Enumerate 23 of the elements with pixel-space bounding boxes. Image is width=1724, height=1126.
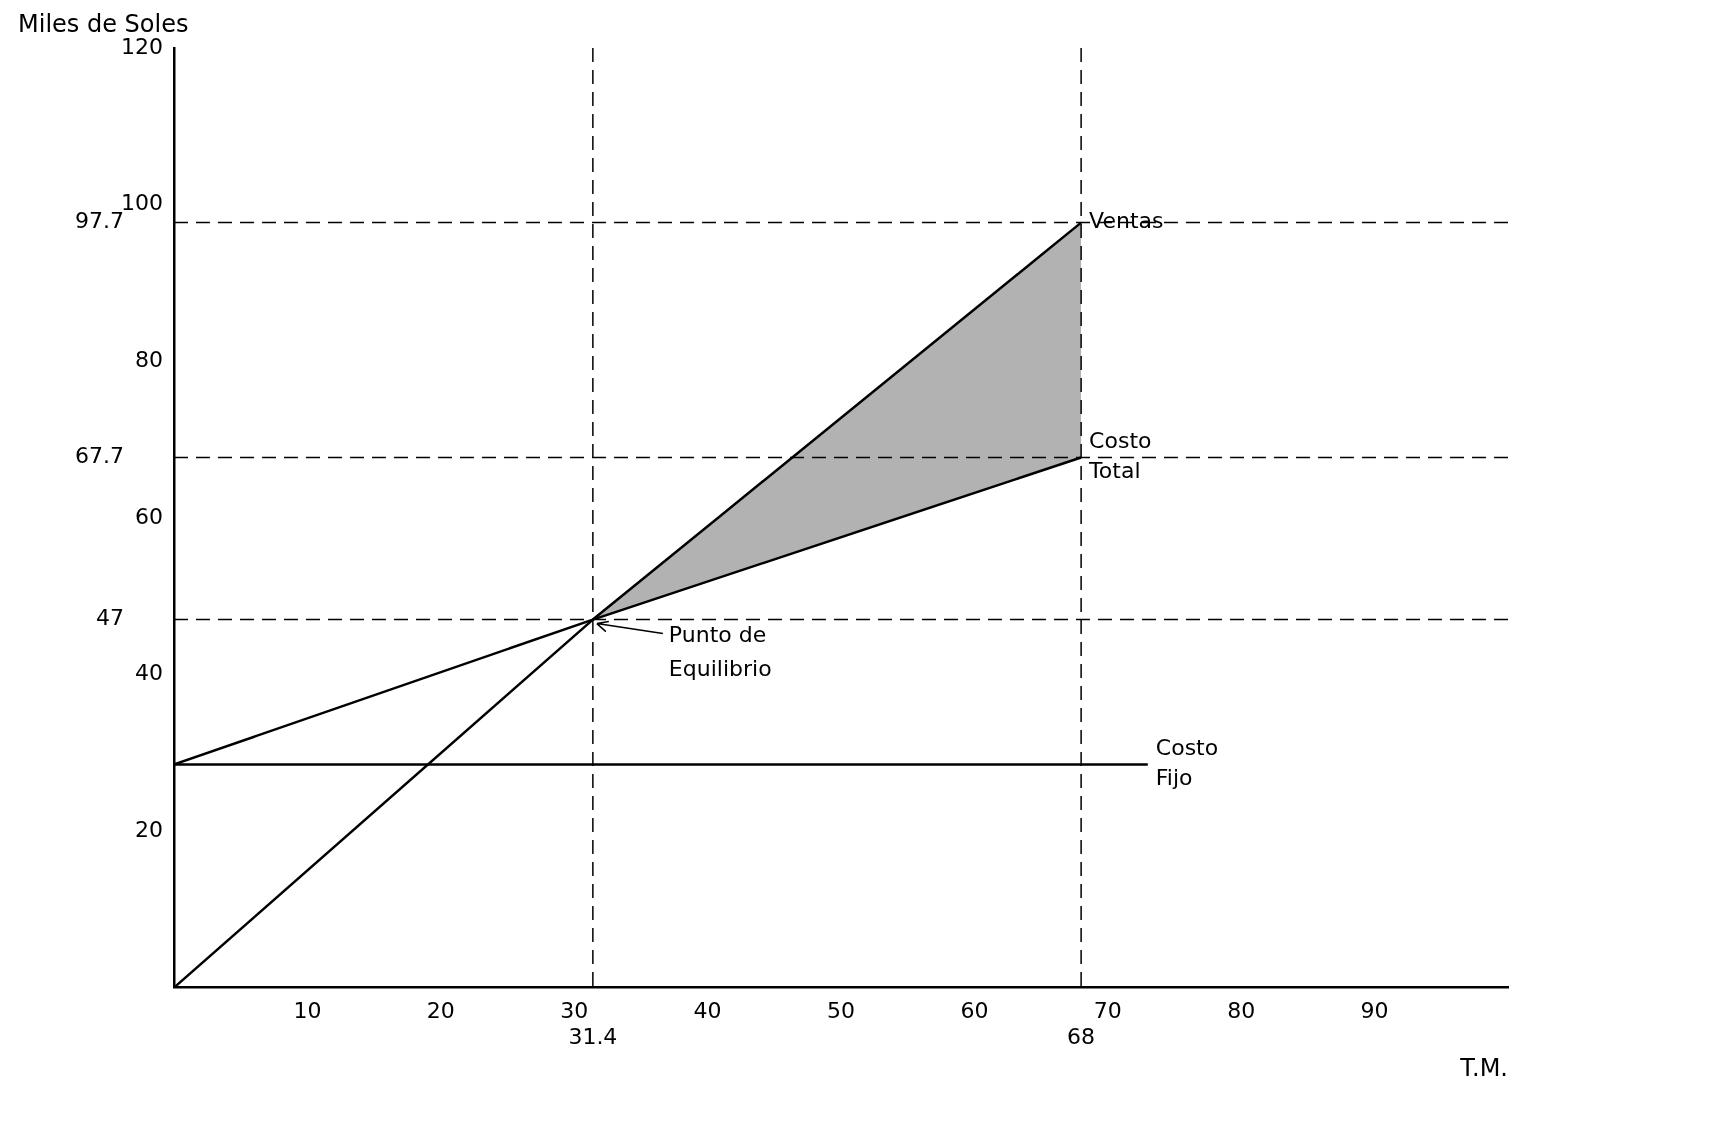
ref-line-label: 31.4 [568,1024,618,1050]
y-tick-label: 20 [134,816,163,842]
x-tick-label: 90 [1360,997,1389,1023]
x-tick-label: 10 [293,997,322,1023]
y-tick-label: 60 [134,503,163,529]
x-tick-label: 30 [560,997,589,1023]
ref-line-label: 47 [95,605,124,631]
y-tick-label: 40 [134,660,163,686]
y-tick-label: 80 [134,346,163,372]
x-tick-label: 80 [1227,997,1256,1023]
ref-line-label: 68 [1067,1024,1096,1050]
series-label: Costo Total [1088,428,1152,484]
x-tick-label: 70 [1093,997,1122,1023]
annotation: Punto de Equilibrio [668,622,772,682]
series-label: Ventas [1089,208,1164,234]
x-tick-label: 40 [693,997,722,1023]
x-tick-label: 20 [426,997,455,1023]
x-tick-label: 50 [827,997,855,1023]
ref-line-label: 67.7 [75,443,124,469]
x-axis-title: T.M. [1459,1053,1508,1082]
series-label: Costo Fijo [1155,735,1219,791]
x-tick-label: 60 [960,997,989,1023]
ref-line-label: 97.7 [75,208,124,234]
